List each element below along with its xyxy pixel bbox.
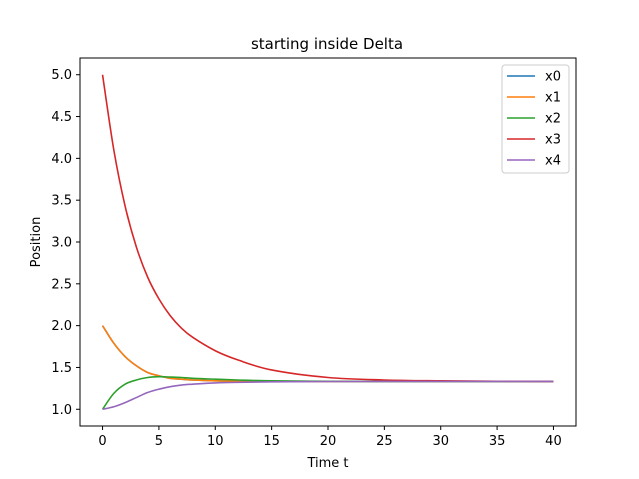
y-tick-label: 4.0 — [51, 152, 72, 167]
legend-label-x0: x0 — [545, 70, 561, 85]
y-tick-label: 3.0 — [51, 236, 72, 251]
legend-label-x2: x2 — [545, 112, 561, 127]
x-tick-label: 5 — [155, 434, 163, 449]
series-layer — [101, 74, 554, 411]
y-tick-label: 2.5 — [51, 277, 72, 292]
series-line-x3 — [101, 74, 554, 383]
legend: x0 x1 x2 x3 x4 — [501, 64, 570, 174]
x-axis-ticks: 0 5 10 15 20 25 30 35 40 — [98, 426, 562, 449]
y-axis-ticks: 1.0 1.5 2.0 2.5 3.0 3.5 4.0 4.5 5.0 — [51, 68, 80, 418]
x-tick-label: 0 — [98, 434, 106, 449]
y-tick-label: 1.5 — [51, 361, 72, 376]
x-tick-label: 35 — [489, 434, 506, 449]
y-tick-label: 1.0 — [51, 403, 72, 418]
y-tick-label: 3.5 — [51, 194, 72, 209]
legend-label-x4: x4 — [545, 154, 561, 169]
legend-label-x3: x3 — [545, 133, 561, 148]
x-tick-label: 10 — [207, 434, 224, 449]
y-tick-label: 2.0 — [51, 319, 72, 334]
chart-title: starting inside Delta — [251, 35, 403, 53]
series-line-x4 — [102, 380, 554, 411]
legend-box — [501, 64, 570, 174]
series-line-x0 — [101, 325, 554, 383]
y-axis-label: Position — [29, 217, 44, 268]
legend-label-x1: x1 — [545, 91, 561, 106]
x-tick-label: 25 — [376, 434, 393, 449]
y-tick-label: 4.5 — [51, 110, 72, 125]
x-tick-label: 30 — [432, 434, 449, 449]
x-tick-label: 20 — [320, 434, 337, 449]
x-tick-label: 15 — [263, 434, 280, 449]
x-tick-label: 40 — [545, 434, 562, 449]
series-line-x1 — [101, 325, 554, 383]
y-tick-label: 5.0 — [51, 68, 72, 83]
x-axis-label: Time t — [306, 456, 348, 471]
